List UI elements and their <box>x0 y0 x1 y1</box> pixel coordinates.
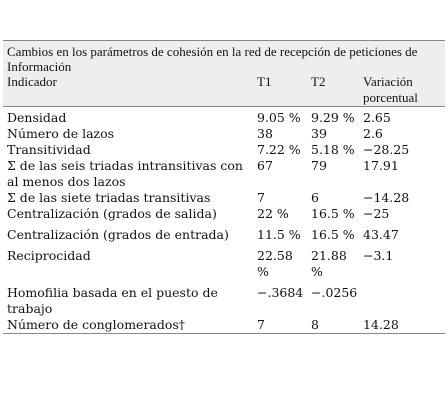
table-row: Densidad 9.05 % 9.29 % 2.65 <box>3 107 445 127</box>
row-variacion: 43.47 <box>363 227 399 242</box>
row-t1: 67 <box>257 158 273 173</box>
row-t1: 11.5 % <box>257 227 301 242</box>
row-t1: 22 % <box>257 206 289 221</box>
header-indicador: Indicador <box>3 74 253 107</box>
header-t1: T1 <box>253 74 307 107</box>
table-row: Homofilia basada en el puesto de trabajo… <box>3 280 445 317</box>
row-variacion: −25 <box>363 206 390 221</box>
data-table-container: Cambios en los parámetros de cohesión en… <box>3 40 445 334</box>
row-t2: 8 <box>307 317 359 334</box>
row-t1: 9.05 % <box>257 110 301 125</box>
row-label: Número de conglomerados† <box>3 317 253 334</box>
row-label: Homofilia basada en el puesto de trabajo <box>7 285 218 316</box>
header-t2: T2 <box>307 74 359 107</box>
row-label: Σ de las seis triadas intransitivas con … <box>7 158 243 189</box>
row-t2: 6 <box>311 190 319 205</box>
row-label: Centralización (grados de salida) <box>7 206 217 221</box>
table-row: Centralización (grados de salida) 22 % 1… <box>3 206 445 222</box>
row-t1: −.3684 <box>257 285 304 300</box>
cohesion-table: Indicador T1 T2 Variación porcentual Den… <box>3 74 445 334</box>
row-variacion: −3.1 <box>363 248 394 263</box>
row-label: Reciprocidad <box>7 248 91 263</box>
row-variacion: 2.65 <box>363 110 391 125</box>
row-t1: 7 <box>253 317 307 334</box>
table-caption: Cambios en los parámetros de cohesión en… <box>3 40 445 74</box>
row-t2: 16.5 % <box>311 206 355 221</box>
row-t1: 7.22 % <box>257 142 301 157</box>
row-t1: 22.58 % <box>257 248 293 279</box>
row-variacion: −14.28 <box>363 190 410 205</box>
row-t1: 7 <box>257 190 265 205</box>
table-row: Σ de las siete triadas transitivas 7 6 −… <box>3 190 445 206</box>
row-variacion <box>359 280 445 317</box>
row-t2: 39 <box>311 126 327 141</box>
row-t2: −.0256 <box>311 285 358 300</box>
row-variacion: −28.25 <box>363 142 410 157</box>
table-row: Centralización (grados de entrada) 11.5 … <box>3 222 445 243</box>
row-t1: 38 <box>257 126 273 141</box>
row-t2: 16.5 % <box>311 227 355 242</box>
row-variacion: 2.6 <box>363 126 383 141</box>
table-row: Transitividad 7.22 % 5.18 % −28.25 <box>3 142 445 158</box>
row-label: Densidad <box>7 110 67 125</box>
table-row: Número de conglomerados† 7 8 14.28 <box>3 317 445 334</box>
table-row: Σ de las seis triadas intransitivas con … <box>3 158 445 190</box>
row-label: Centralización (grados de entrada) <box>7 227 229 242</box>
header-row: Indicador T1 T2 Variación porcentual <box>3 74 445 107</box>
row-t2: 5.18 % <box>311 142 355 157</box>
row-variacion: 17.91 <box>363 158 399 173</box>
row-variacion: 14.28 <box>359 317 445 334</box>
table-row: Número de lazos 38 39 2.6 <box>3 126 445 142</box>
table-row: Reciprocidad 22.58 % 21.88 % −3.1 <box>3 243 445 280</box>
row-t2: 9.29 % <box>311 110 355 125</box>
row-label: Σ de las siete triadas transitivas <box>7 190 211 205</box>
header-variacion: Variación porcentual <box>359 74 445 107</box>
row-t2: 79 <box>311 158 327 173</box>
row-label: Transitividad <box>7 142 91 157</box>
row-t2: 21.88 % <box>311 248 347 279</box>
row-label: Número de lazos <box>7 126 115 141</box>
